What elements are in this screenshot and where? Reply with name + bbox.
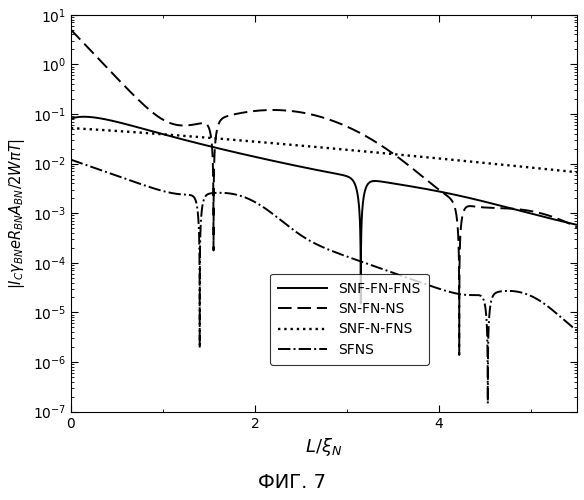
SN-FN-NS [456, 352, 463, 358]
Y-axis label: $|I_C\gamma_{BN}eR_{BN}A_{BN}/2W\pi T|$: $|I_C\gamma_{BN}eR_{BN}A_{BN}/2W\pi T|$ [7, 138, 27, 288]
SFNS [166, 190, 173, 196]
SNF-FN-FNS [573, 222, 580, 228]
SNF-FN-FNS [81, 114, 88, 119]
SNF-FN-FNS [69, 115, 77, 121]
SN-FN-NS [88, 49, 95, 55]
SFNS [547, 306, 554, 312]
SFNS [67, 156, 74, 162]
SNF-N-FNS [98, 127, 105, 133]
Legend: SNF-FN-FNS, SN-FN-NS, SNF-N-FNS, SFNS: SNF-FN-FNS, SN-FN-NS, SNF-N-FNS, SFNS [270, 274, 429, 365]
SNF-FN-FNS [547, 216, 554, 222]
SNF-N-FNS [69, 125, 77, 131]
SN-FN-NS [573, 224, 580, 230]
SFNS [573, 328, 580, 334]
SNF-N-FNS [67, 125, 74, 131]
SFNS [484, 400, 491, 406]
SN-FN-NS [166, 120, 173, 126]
SFNS [88, 164, 95, 170]
SFNS [69, 158, 77, 164]
SNF-N-FNS [88, 126, 95, 132]
Line: SN-FN-NS: SN-FN-NS [71, 30, 577, 355]
X-axis label: $L/\xi_N$: $L/\xi_N$ [305, 436, 343, 458]
SN-FN-NS [67, 26, 74, 32]
Line: SNF-FN-FNS: SNF-FN-FNS [71, 116, 577, 304]
SNF-FN-FNS [166, 133, 173, 139]
SN-FN-NS [547, 213, 554, 219]
Line: SFNS: SFNS [71, 160, 577, 404]
SFNS [315, 242, 322, 248]
SNF-FN-FNS [98, 116, 105, 121]
SNF-FN-FNS [357, 300, 364, 306]
SNF-N-FNS [166, 132, 173, 138]
Line: SNF-N-FNS: SNF-N-FNS [71, 128, 577, 172]
SFNS [98, 168, 105, 173]
SNF-N-FNS [573, 169, 580, 175]
SNF-FN-FNS [88, 114, 95, 120]
Text: ФИГ. 7: ФИГ. 7 [258, 474, 326, 492]
SNF-FN-FNS [315, 168, 322, 173]
SN-FN-NS [98, 58, 105, 64]
SNF-N-FNS [315, 144, 322, 150]
SNF-FN-FNS [67, 116, 74, 122]
SNF-N-FNS [547, 166, 554, 172]
SN-FN-NS [69, 29, 77, 35]
SN-FN-NS [315, 113, 322, 119]
